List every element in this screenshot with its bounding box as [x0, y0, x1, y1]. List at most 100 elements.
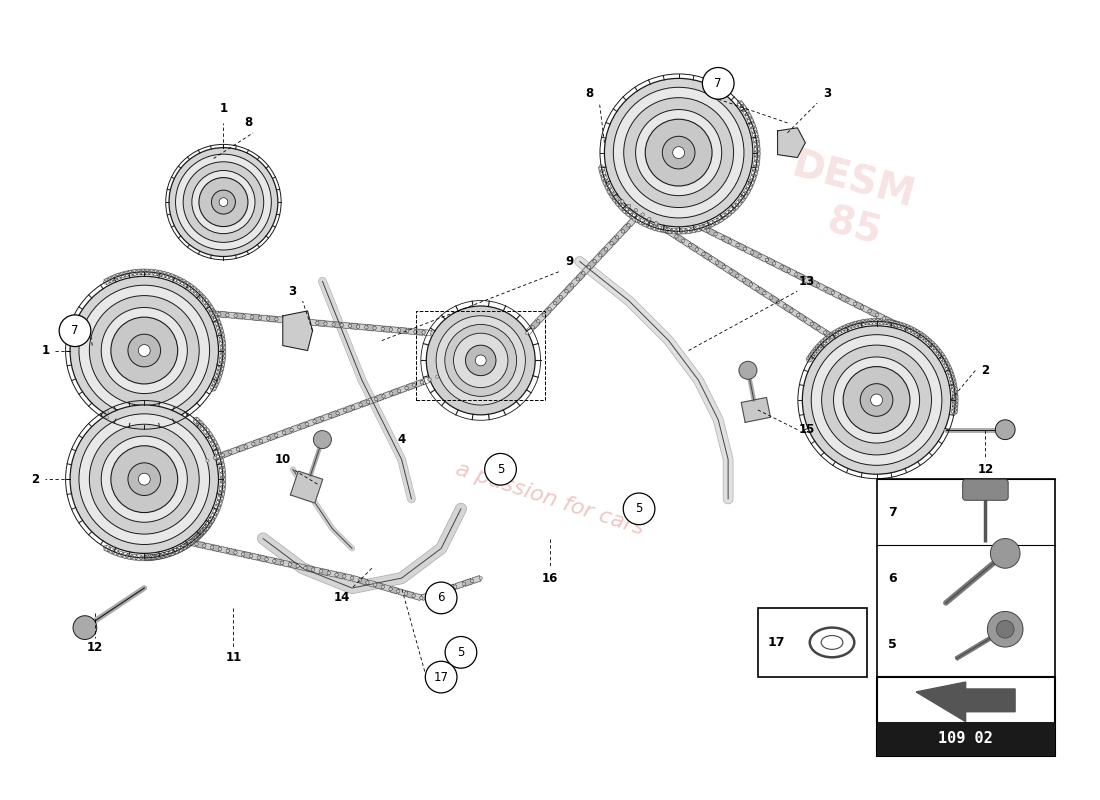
Polygon shape: [322, 414, 330, 421]
Circle shape: [656, 226, 659, 230]
Circle shape: [209, 312, 212, 315]
Polygon shape: [180, 544, 187, 550]
Polygon shape: [945, 366, 952, 370]
Circle shape: [218, 547, 221, 550]
Polygon shape: [220, 342, 225, 346]
Polygon shape: [587, 260, 596, 269]
Circle shape: [299, 320, 303, 323]
Polygon shape: [212, 509, 219, 515]
Polygon shape: [952, 410, 957, 414]
Circle shape: [811, 353, 814, 356]
Polygon shape: [189, 540, 197, 546]
Circle shape: [296, 565, 299, 568]
Polygon shape: [736, 200, 743, 206]
Circle shape: [288, 562, 292, 566]
Circle shape: [176, 549, 179, 552]
Circle shape: [351, 406, 354, 409]
Polygon shape: [621, 199, 630, 208]
Circle shape: [923, 336, 926, 339]
Circle shape: [192, 538, 196, 542]
Polygon shape: [352, 576, 360, 583]
Circle shape: [242, 553, 245, 556]
Circle shape: [860, 306, 864, 309]
Circle shape: [604, 248, 607, 251]
Circle shape: [204, 427, 207, 430]
Circle shape: [209, 435, 212, 438]
Circle shape: [219, 494, 223, 498]
Circle shape: [234, 551, 238, 554]
Circle shape: [198, 534, 201, 538]
Circle shape: [823, 339, 826, 342]
Circle shape: [750, 251, 754, 254]
Polygon shape: [342, 322, 350, 329]
Circle shape: [260, 439, 263, 442]
Circle shape: [185, 544, 188, 547]
Circle shape: [852, 323, 856, 326]
Polygon shape: [132, 554, 136, 560]
Circle shape: [953, 386, 956, 390]
Circle shape: [128, 334, 161, 367]
Polygon shape: [228, 548, 235, 555]
Polygon shape: [638, 218, 645, 226]
Circle shape: [211, 517, 215, 520]
Circle shape: [389, 328, 393, 331]
Circle shape: [746, 113, 749, 116]
Circle shape: [641, 222, 645, 225]
Circle shape: [220, 490, 223, 493]
Circle shape: [311, 568, 315, 571]
Circle shape: [172, 550, 176, 554]
Circle shape: [327, 571, 330, 574]
Polygon shape: [199, 528, 206, 535]
Polygon shape: [290, 562, 298, 569]
Polygon shape: [414, 380, 422, 387]
Circle shape: [936, 349, 939, 352]
Circle shape: [206, 431, 209, 434]
Circle shape: [260, 439, 263, 442]
Polygon shape: [642, 221, 649, 227]
Circle shape: [812, 334, 942, 466]
Circle shape: [660, 228, 663, 231]
Circle shape: [200, 294, 204, 298]
Text: 109 02: 109 02: [938, 731, 993, 746]
Polygon shape: [194, 417, 200, 424]
Circle shape: [832, 291, 835, 294]
Polygon shape: [345, 405, 353, 413]
Circle shape: [195, 537, 198, 540]
Circle shape: [728, 240, 732, 243]
Circle shape: [453, 585, 456, 588]
Circle shape: [824, 331, 827, 334]
Polygon shape: [839, 294, 848, 302]
Circle shape: [221, 485, 224, 488]
Polygon shape: [615, 200, 623, 206]
Circle shape: [389, 328, 393, 331]
Polygon shape: [126, 554, 132, 559]
Polygon shape: [177, 277, 183, 283]
Circle shape: [184, 545, 187, 548]
Circle shape: [366, 581, 370, 584]
Circle shape: [756, 145, 759, 148]
Circle shape: [311, 568, 315, 571]
Circle shape: [641, 222, 645, 225]
Circle shape: [219, 494, 223, 498]
Polygon shape: [222, 450, 231, 458]
Circle shape: [859, 321, 864, 325]
Circle shape: [846, 326, 849, 329]
Circle shape: [954, 394, 957, 397]
Circle shape: [64, 399, 224, 559]
Circle shape: [422, 331, 426, 334]
Circle shape: [213, 512, 217, 516]
Circle shape: [213, 315, 217, 319]
Polygon shape: [359, 324, 366, 330]
Circle shape: [267, 437, 271, 440]
Circle shape: [526, 331, 529, 335]
Circle shape: [882, 317, 886, 320]
Polygon shape: [202, 525, 209, 531]
Circle shape: [135, 270, 139, 274]
Polygon shape: [202, 298, 209, 304]
Circle shape: [609, 242, 613, 245]
Circle shape: [674, 234, 678, 238]
Circle shape: [742, 278, 746, 282]
Circle shape: [582, 272, 585, 275]
Polygon shape: [207, 455, 216, 463]
Circle shape: [185, 544, 188, 547]
